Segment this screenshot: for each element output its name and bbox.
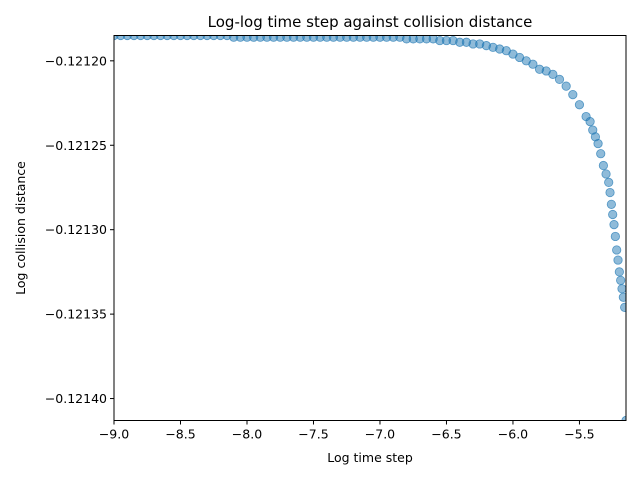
data-point-9 bbox=[169, 35, 179, 41]
data-point-89 bbox=[617, 284, 626, 294]
data-point-84 bbox=[610, 231, 620, 242]
data-point-76 bbox=[596, 149, 606, 159]
data-point-67 bbox=[554, 74, 565, 85]
data-point-16 bbox=[215, 35, 225, 41]
y-tick-label-0: −0.12120 bbox=[45, 53, 107, 68]
y-tick-label-1: −0.12125 bbox=[45, 138, 107, 153]
y-tick-label-3: −0.12135 bbox=[45, 307, 107, 322]
data-point-77 bbox=[598, 160, 608, 171]
data-point-3 bbox=[129, 35, 139, 41]
y-tick-label-4: −0.12140 bbox=[45, 391, 107, 406]
y-axis-label: Log collision distance bbox=[13, 161, 28, 295]
data-point-14 bbox=[202, 35, 212, 41]
y-tick-label-2: −0.12130 bbox=[45, 222, 107, 237]
data-point-85 bbox=[612, 245, 622, 255]
data-point-69 bbox=[568, 90, 578, 100]
x-tick-label-3: −7.5 bbox=[298, 427, 328, 442]
y-axis: −0.12120 −0.12125 −0.12130 −0.12135 −0.12140 bbox=[45, 53, 114, 406]
data-point-88 bbox=[616, 275, 626, 285]
data-point-4 bbox=[136, 35, 146, 41]
data-point-6 bbox=[149, 35, 159, 41]
data-point-5 bbox=[142, 35, 152, 41]
data-point-90 bbox=[618, 292, 626, 302]
data-point-1 bbox=[116, 35, 126, 41]
x-tick-label-4: −7.0 bbox=[365, 427, 395, 442]
data-point-2 bbox=[122, 35, 132, 41]
data-point-79 bbox=[604, 177, 614, 188]
x-tick-label-7: −5.5 bbox=[564, 427, 594, 442]
data-point-15 bbox=[209, 35, 219, 41]
x-axis: −9.0 −8.5 −8.0 −7.5 −7.0 −6.5 −6.0 −5.5 bbox=[99, 420, 595, 442]
data-point-8 bbox=[162, 35, 172, 41]
data-point-7 bbox=[155, 35, 166, 41]
x-tick-label-6: −6.0 bbox=[498, 427, 528, 442]
data-point-81 bbox=[606, 199, 616, 209]
plot-frame bbox=[113, 35, 627, 421]
x-tick-label-2: −8.0 bbox=[232, 427, 262, 442]
x-tick-label-5: −6.5 bbox=[431, 427, 461, 442]
x-tick-label-1: −8.5 bbox=[165, 427, 195, 442]
data-point-87 bbox=[614, 267, 624, 277]
data-point-12 bbox=[189, 35, 199, 41]
x-axis-label: Log time step bbox=[327, 450, 413, 465]
data-point-80 bbox=[605, 187, 615, 198]
data-point-78 bbox=[601, 169, 611, 179]
data-point-10 bbox=[175, 35, 186, 41]
chart-title: Log-log time step against collision dist… bbox=[208, 13, 533, 31]
x-tick-label-0: −9.0 bbox=[99, 427, 129, 442]
data-point-83 bbox=[609, 220, 619, 230]
data-points bbox=[114, 35, 626, 421]
data-point-68 bbox=[561, 81, 571, 91]
data-point-66 bbox=[548, 69, 558, 79]
data-point-13 bbox=[195, 35, 206, 41]
data-point-11 bbox=[182, 35, 192, 41]
data-point-75 bbox=[593, 138, 603, 149]
data-point-86 bbox=[613, 255, 623, 265]
data-point-91 bbox=[620, 302, 626, 312]
data-point-63 bbox=[528, 59, 538, 69]
data-point-82 bbox=[608, 209, 618, 220]
data-point-72 bbox=[585, 117, 595, 127]
data-point-70 bbox=[574, 100, 585, 110]
